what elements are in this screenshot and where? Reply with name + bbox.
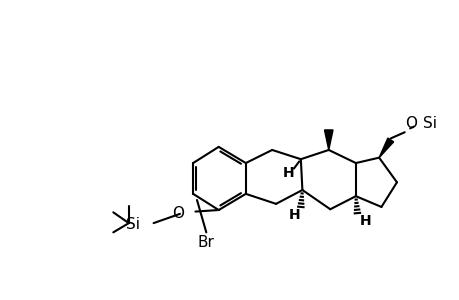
Polygon shape (324, 130, 332, 150)
Polygon shape (378, 138, 393, 158)
Text: H: H (282, 166, 294, 180)
Text: H: H (288, 208, 300, 222)
Text: Br: Br (197, 236, 214, 250)
Text: H: H (358, 214, 370, 228)
Text: Si: Si (125, 217, 140, 232)
Text: Si: Si (422, 116, 437, 130)
Text: O: O (404, 116, 416, 131)
Text: O: O (172, 206, 184, 220)
